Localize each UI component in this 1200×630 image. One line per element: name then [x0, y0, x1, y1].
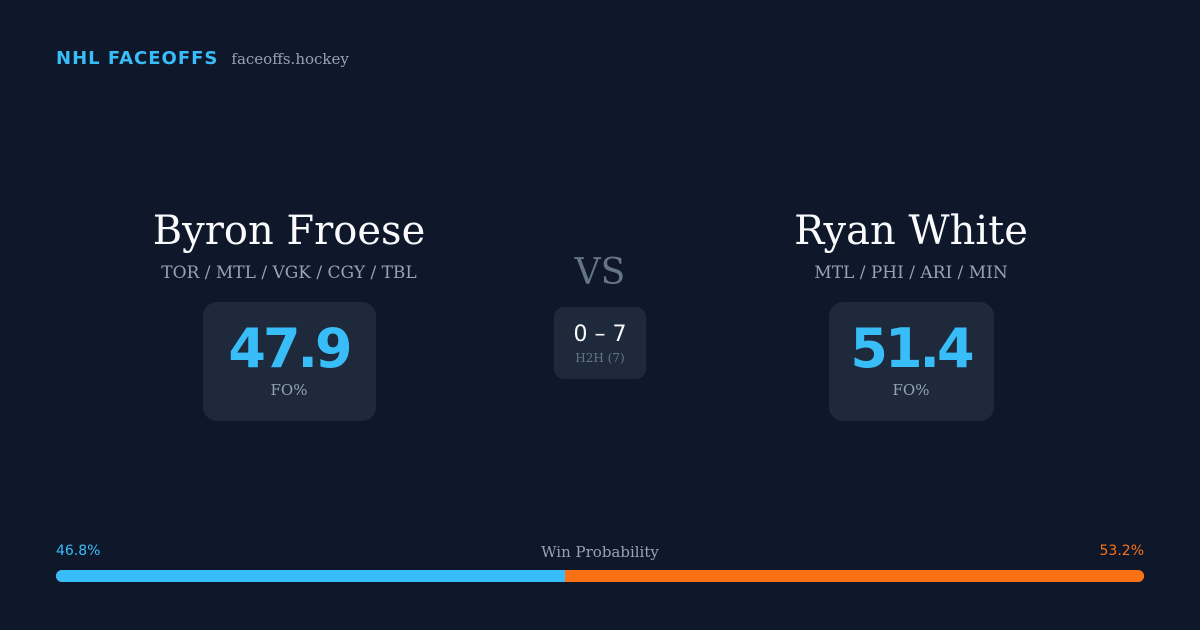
- h2h-score: 0 – 7: [573, 321, 627, 347]
- win-probability-bar-left: [56, 570, 566, 582]
- win-probability-title: Win Probability: [541, 543, 659, 561]
- win-probability-labels: 46.8% Win Probability 53.2%: [56, 543, 1144, 563]
- h2h-label: H2H (7): [575, 350, 625, 365]
- player-left: Byron Froese TOR / MTL / VGK / CGY / TBL…: [49, 205, 529, 421]
- win-probability-left-value: 46.8%: [56, 543, 101, 559]
- player-left-teams: TOR / MTL / VGK / CGY / TBL: [161, 263, 417, 283]
- brand: NHL FACEOFFS faceoffs.hockey: [56, 48, 349, 69]
- player-right-fo-label: FO%: [892, 380, 930, 399]
- win-probability-bar: [56, 570, 1144, 582]
- player-right-name: Ryan White: [794, 208, 1028, 254]
- h2h-card: 0 – 7 H2H (7): [554, 307, 646, 379]
- player-right-fo-card: 51.4 FO%: [828, 302, 994, 421]
- player-left-name: Byron Froese: [152, 208, 426, 254]
- win-probability: 46.8% Win Probability 53.2%: [56, 543, 1144, 582]
- player-left-fo-card: 47.9 FO%: [202, 302, 376, 421]
- player-right-teams: MTL / PHI / ARI / MIN: [814, 263, 1008, 283]
- vs-label: VS: [574, 252, 626, 293]
- win-probability-bar-right: [565, 570, 1144, 582]
- brand-name: NHL FACEOFFS: [56, 48, 219, 69]
- player-left-fo-label: FO%: [270, 380, 308, 399]
- player-right-fo-value: 51.4: [850, 316, 974, 380]
- player-left-fo-value: 47.9: [228, 316, 352, 380]
- brand-site: faceoffs.hockey: [231, 50, 349, 68]
- win-probability-right-value: 53.2%: [1099, 543, 1144, 559]
- player-right: Ryan White MTL / PHI / ARI / MIN 51.4 FO…: [671, 205, 1151, 421]
